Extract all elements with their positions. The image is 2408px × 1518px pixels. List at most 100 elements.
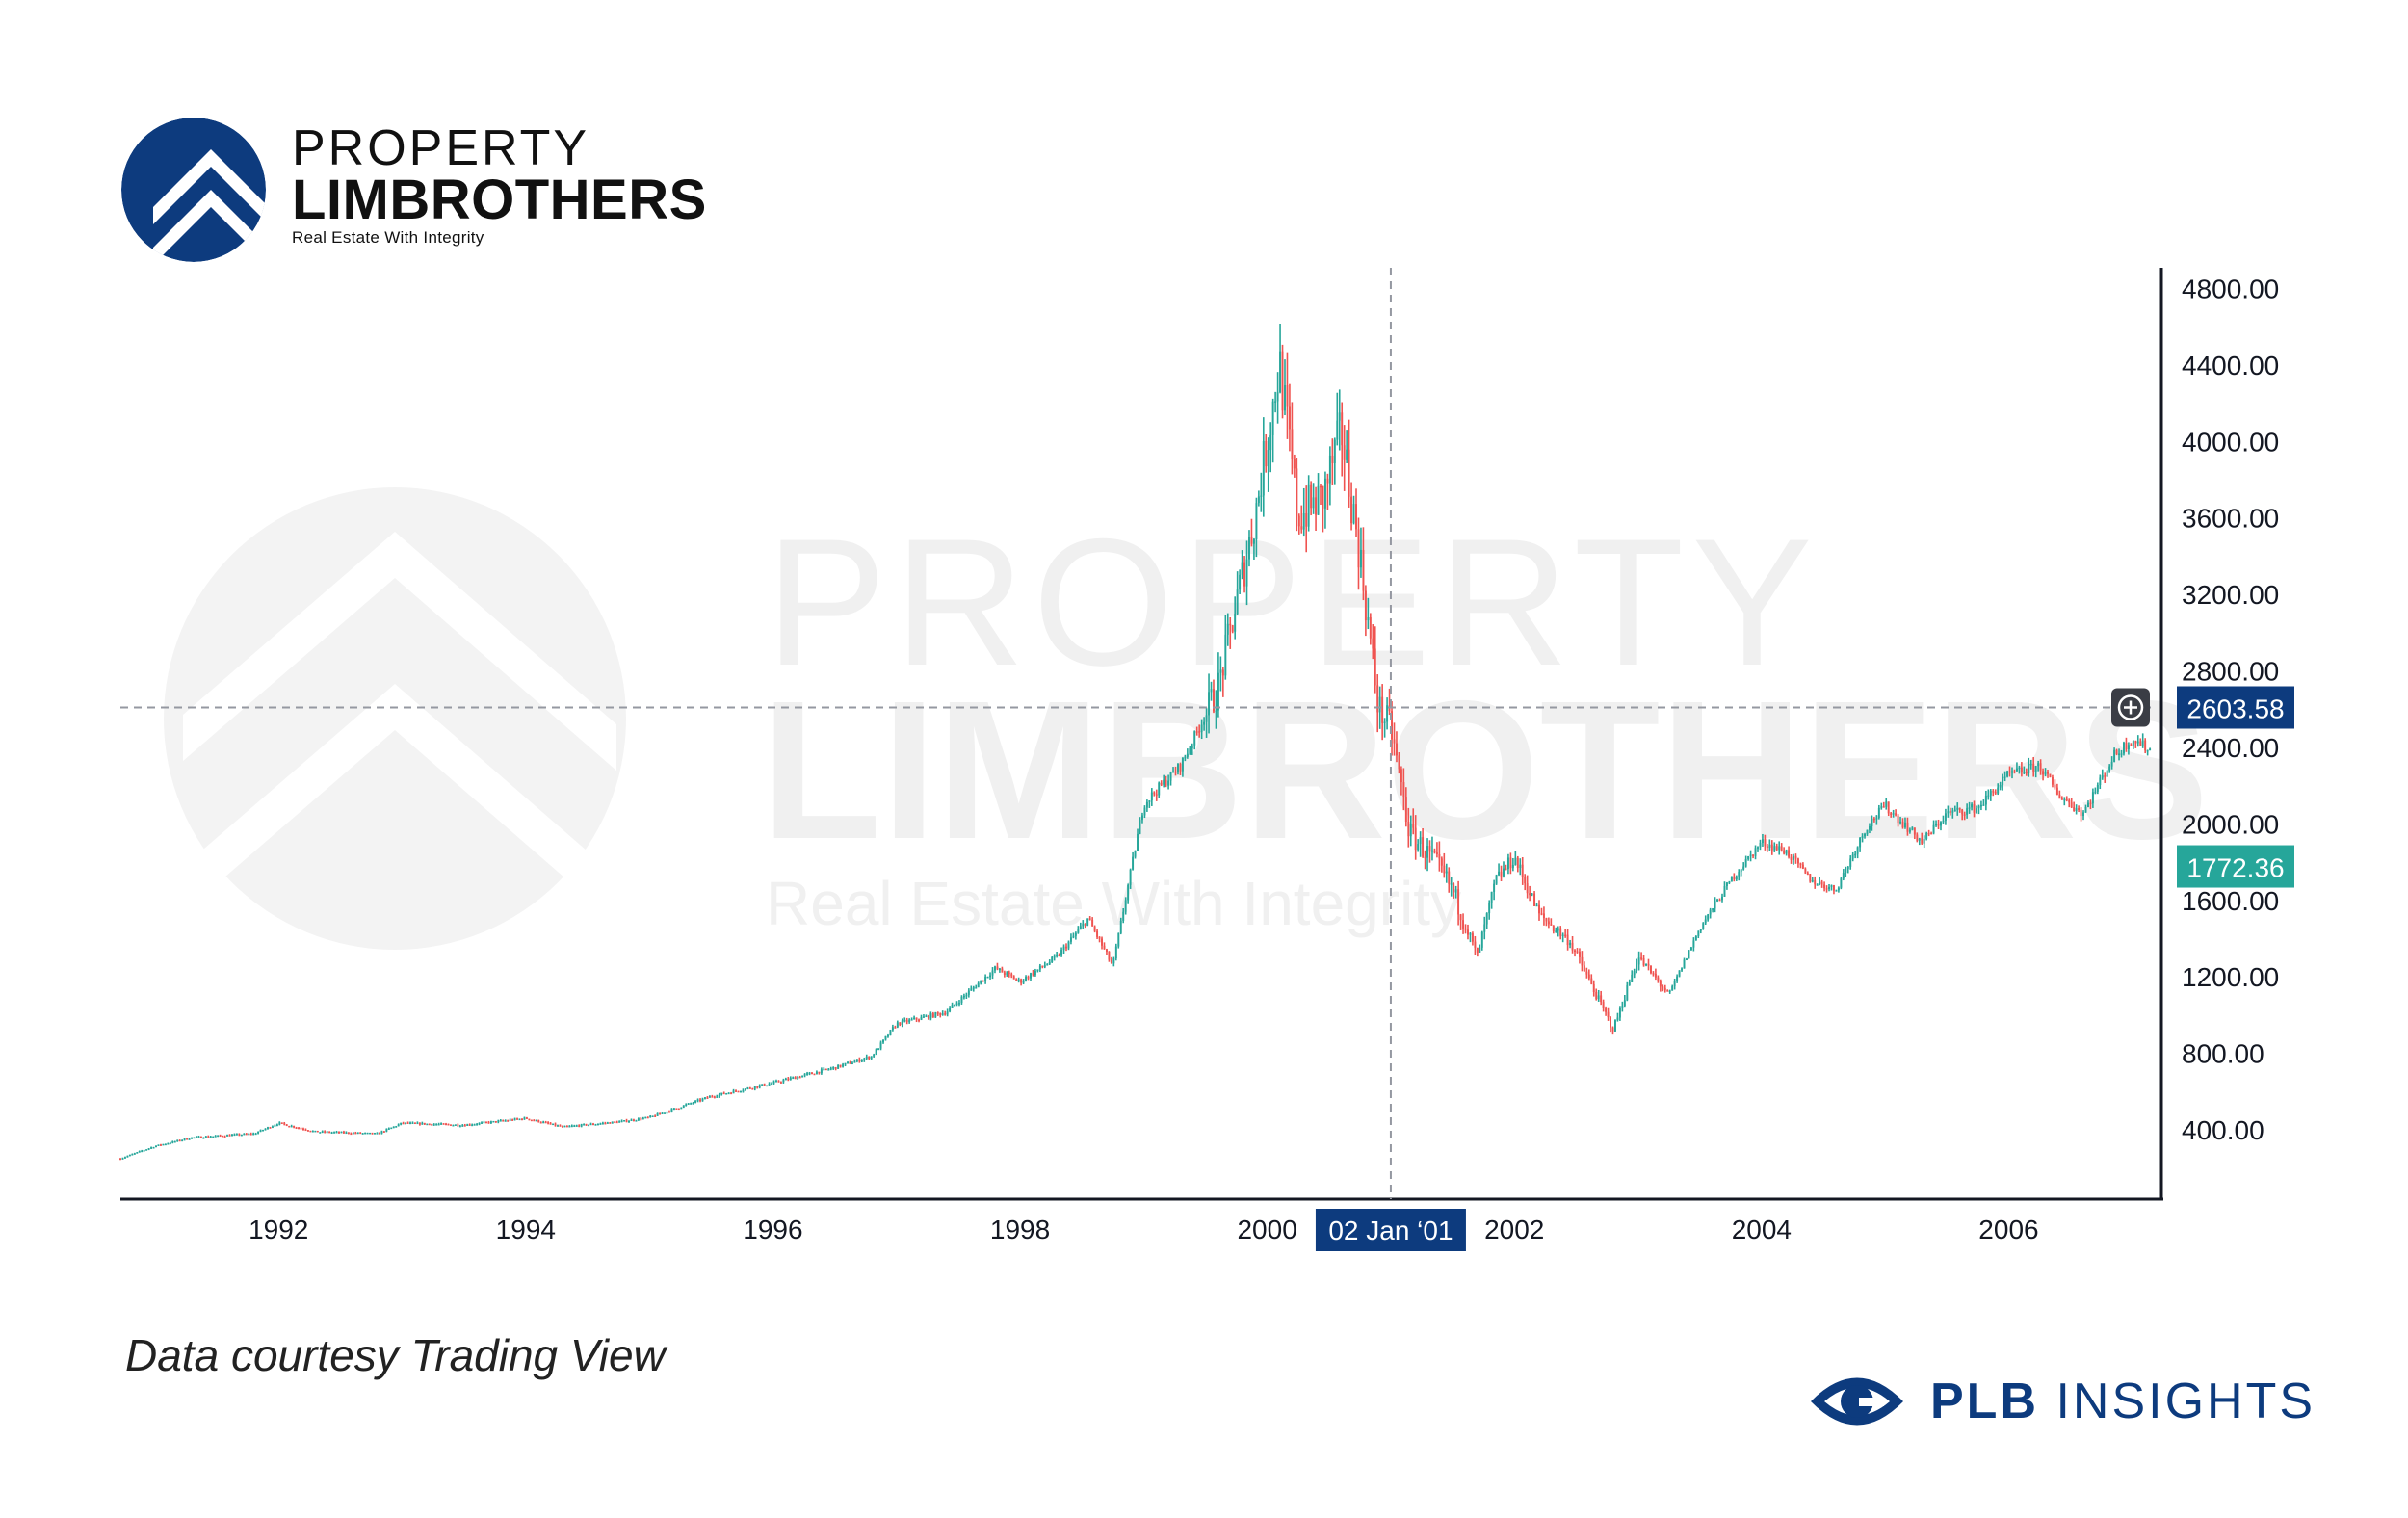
- candle-body: [2008, 771, 2011, 773]
- candle-body: [1006, 972, 1008, 975]
- candle-body: [1576, 951, 1579, 953]
- candle-body: [1067, 941, 1070, 949]
- candle-body: [789, 1078, 792, 1080]
- candle-body: [1210, 689, 1213, 693]
- crosshair-price-badge: [2177, 686, 2294, 729]
- candle-body: [641, 1117, 644, 1120]
- candle-body: [335, 1131, 338, 1134]
- candle-body: [954, 1004, 955, 1007]
- candle-body: [2141, 740, 2144, 746]
- candle-body: [1046, 963, 1049, 966]
- candle-body: [1096, 930, 1099, 937]
- candle-body: [847, 1061, 849, 1064]
- candle-body: [143, 1150, 145, 1152]
- candle-body: [502, 1120, 505, 1122]
- candle-body: [1958, 807, 1961, 810]
- candle-body: [820, 1069, 823, 1074]
- candle-body: [1673, 981, 1676, 987]
- candle-body: [1409, 823, 1412, 837]
- candle-body: [1819, 881, 1821, 885]
- candle-body: [1794, 855, 1797, 859]
- candle-body: [1516, 857, 1519, 869]
- candle-body: [1973, 804, 1976, 813]
- candle-body: [1979, 804, 1982, 807]
- candle-body: [740, 1090, 742, 1093]
- candle-body: [1526, 883, 1529, 894]
- candle-body: [454, 1124, 457, 1126]
- candle-body: [779, 1082, 782, 1084]
- candle-body: [1840, 878, 1843, 888]
- candle-body: [169, 1142, 171, 1145]
- candle-body: [949, 1008, 952, 1012]
- candle-body: [238, 1134, 241, 1136]
- candle-body: [1561, 934, 1564, 937]
- candle-body: [842, 1064, 845, 1067]
- candle-body: [1590, 978, 1593, 984]
- watermark-line2: LIMBROTHERS: [761, 660, 2209, 880]
- candle-body: [939, 1013, 942, 1015]
- candle-body: [147, 1148, 150, 1150]
- candle-body: [1471, 933, 1474, 942]
- candle-body: [977, 982, 980, 988]
- candle-body: [632, 1119, 635, 1122]
- candle-body: [1987, 795, 1990, 798]
- candle-body: [1725, 882, 1728, 887]
- candle-body: [1605, 1008, 1608, 1012]
- candle-body: [1474, 941, 1477, 948]
- candle-body: [2051, 776, 2054, 785]
- candle-body: [1255, 503, 1258, 539]
- candle-body: [1417, 844, 1420, 851]
- candle-body: [1992, 791, 1995, 793]
- candle-body: [1733, 876, 1736, 880]
- candle-body: [585, 1124, 588, 1126]
- candle-body: [713, 1096, 716, 1099]
- candle-body: [1443, 865, 1446, 874]
- candle-body: [666, 1111, 668, 1113]
- candle-body: [1431, 850, 1433, 852]
- candle-body: [915, 1017, 918, 1020]
- candle-body: [214, 1136, 217, 1138]
- plus-circle-icon[interactable]: [2111, 688, 2150, 727]
- watermark-logo-chevron-2: [183, 684, 616, 923]
- candle-body: [1908, 829, 1911, 832]
- y-tick-label: 4000.00: [2182, 427, 2279, 457]
- candle-body: [228, 1135, 231, 1137]
- candle-body: [1935, 824, 1938, 826]
- candle-body: [1825, 888, 1828, 890]
- candle-body: [766, 1085, 769, 1087]
- candle-body: [1989, 791, 1992, 796]
- candle-body: [442, 1123, 445, 1125]
- candle-body: [1963, 814, 1966, 816]
- candle-body: [311, 1131, 314, 1133]
- candle-body: [302, 1128, 304, 1131]
- candle-body: [402, 1122, 405, 1125]
- candle-body: [1851, 854, 1854, 859]
- candle-body: [1364, 590, 1367, 621]
- candle-body: [1032, 973, 1034, 976]
- candle-body: [1333, 439, 1336, 463]
- candle-body: [1034, 970, 1036, 976]
- candle-body: [1801, 864, 1804, 869]
- candle-body: [1105, 949, 1108, 953]
- candle-body: [941, 1013, 944, 1015]
- candle-body: [306, 1130, 309, 1132]
- candle-body: [1735, 876, 1738, 880]
- candle-body: [716, 1096, 719, 1098]
- candle-body: [1445, 871, 1448, 874]
- candle-body: [894, 1027, 897, 1029]
- candle-body: [458, 1125, 461, 1128]
- candle-body: [1686, 958, 1688, 960]
- watermark-line3: Real Estate With Integrity: [766, 869, 1461, 938]
- watermark: PROPERTY LIMBROTHERS Real Estate With In…: [164, 487, 2209, 950]
- candle-body: [1297, 515, 1300, 527]
- candle-body: [359, 1132, 362, 1135]
- candle-body: [1659, 981, 1662, 987]
- candle-body: [962, 995, 965, 998]
- candle-body: [409, 1122, 411, 1125]
- candle-body: [309, 1130, 312, 1133]
- candle-body: [1742, 866, 1745, 870]
- candle-body: [1495, 875, 1498, 884]
- candle-body: [288, 1125, 291, 1128]
- candle-body: [1662, 986, 1664, 988]
